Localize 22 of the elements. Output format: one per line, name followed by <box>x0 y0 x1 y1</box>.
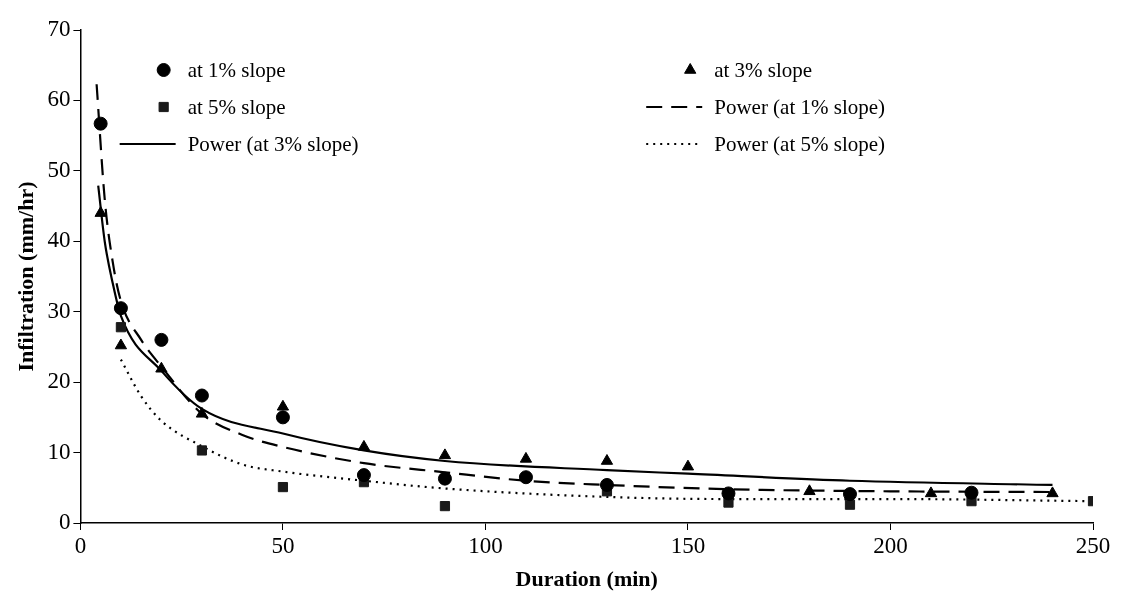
legend-label: at 3% slope <box>714 57 813 82</box>
x-tick-label: 50 <box>271 532 295 558</box>
y-tick-label: 60 <box>47 86 71 112</box>
x-tick-label: 200 <box>873 532 908 558</box>
legend-label: Power (at 5% slope) <box>714 131 886 156</box>
y-axis-title: Infiltration (mm/hr) <box>12 181 38 372</box>
x-tick-label: 0 <box>74 532 87 558</box>
legend-label: Power (at 1% slope) <box>714 94 886 119</box>
y-tick-label: 30 <box>47 297 71 323</box>
x-tick-label: 250 <box>1075 532 1111 558</box>
y-tick-label: 70 <box>47 16 71 42</box>
legend-label: at 5% slope <box>187 94 286 119</box>
legend-label: Power (at 3% slope) <box>187 131 359 156</box>
y-tick-label: 20 <box>47 368 71 394</box>
x-tick-label: 150 <box>670 532 706 558</box>
x-tick-label: 100 <box>468 532 503 558</box>
y-tick-label: 40 <box>47 227 71 253</box>
x-axis-title: Duration (min) <box>515 566 658 592</box>
y-tick-label: 10 <box>47 438 71 464</box>
y-tick-label: 0 <box>58 509 71 535</box>
legend-label: at 1% slope <box>187 57 286 82</box>
y-tick-label: 50 <box>47 156 71 182</box>
